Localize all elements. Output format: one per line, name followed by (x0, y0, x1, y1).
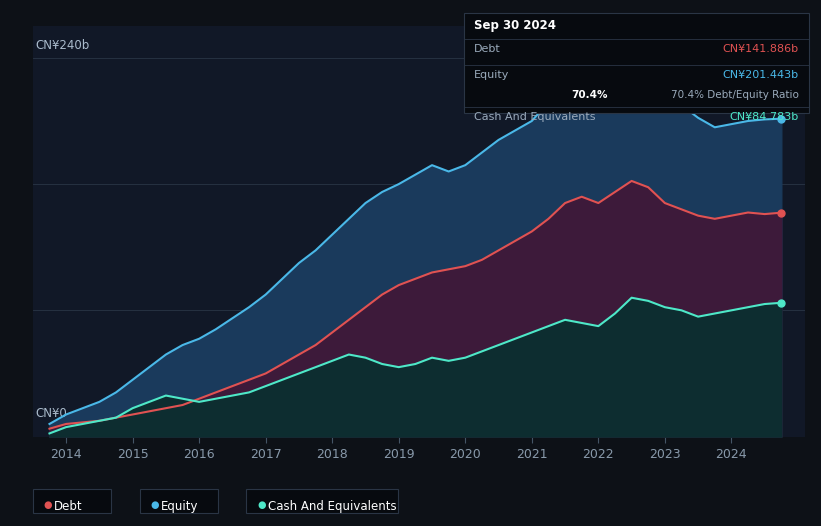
Text: CN¥0: CN¥0 (35, 407, 67, 420)
Text: ●: ● (257, 500, 265, 510)
Text: CN¥201.443b: CN¥201.443b (722, 70, 799, 80)
Text: Equity: Equity (474, 70, 509, 80)
Text: CN¥141.886b: CN¥141.886b (722, 44, 799, 54)
Text: Cash And Equivalents: Cash And Equivalents (268, 500, 397, 513)
Text: Cash And Equivalents: Cash And Equivalents (474, 112, 595, 122)
Text: ●: ● (44, 500, 52, 510)
Text: 70.4%: 70.4% (571, 90, 608, 100)
Text: 70.4% Debt/Equity Ratio: 70.4% Debt/Equity Ratio (671, 90, 799, 100)
Text: Debt: Debt (474, 44, 501, 54)
Text: CN¥84.783b: CN¥84.783b (730, 112, 799, 122)
Text: Equity: Equity (161, 500, 199, 513)
Text: Debt: Debt (54, 500, 83, 513)
Text: Sep 30 2024: Sep 30 2024 (474, 19, 556, 33)
Text: ●: ● (150, 500, 158, 510)
Text: CN¥240b: CN¥240b (35, 38, 89, 52)
